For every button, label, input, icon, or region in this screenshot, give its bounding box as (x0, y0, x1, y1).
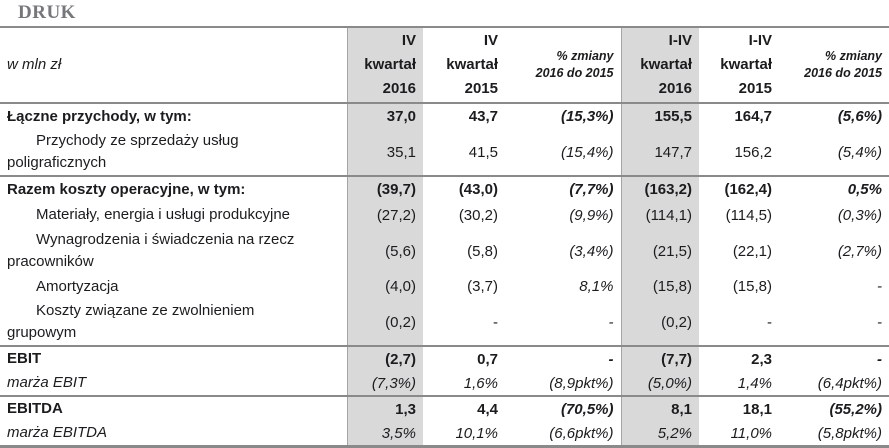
value-cell: 11,0% (730, 424, 772, 442)
value-cell: (3,4%) (569, 242, 614, 260)
value-cell: (114,5) (725, 206, 772, 224)
value-cell: (0,2) (346, 299, 423, 346)
financial-table: w mln zł IV kwartał 2016 IV kwartał 2015… (0, 26, 889, 448)
value-cell: - (493, 313, 498, 331)
value-cell: 1,3 (346, 396, 423, 421)
value-cell: 5,2% (620, 421, 699, 447)
value-cell: (114,1) (620, 202, 699, 228)
value-cell: (6,4pkt%) (817, 374, 882, 392)
value-cell: 10,1% (455, 424, 498, 442)
value-cell: (5,8pkt%) (817, 424, 882, 442)
value-cell: 8,1 (620, 396, 699, 421)
table-row-ebitda-margin: marża EBITDA 3,5% 10,1% (6,6pkt%) 5,2% 1… (0, 421, 889, 447)
col-header-ytd-2016: I-IV kwartał 2016 (620, 27, 699, 103)
value-cell: (2,7%) (837, 242, 882, 260)
value-cell: (15,4%) (560, 143, 614, 161)
row-label: marża EBIT (7, 374, 87, 391)
table-row-total-revenue: Łączne przychody, w tym: 37,0 43,7 (15,3… (0, 103, 889, 129)
value-cell: 156,2 (734, 143, 772, 161)
table-row-ebitda: EBITDA 1,3 4,4 (70,5%) 8,1 18,1 (55,2%) (0, 396, 889, 421)
value-cell: - (767, 313, 772, 331)
value-cell: 43,7 (468, 108, 498, 125)
value-cell: - (877, 278, 882, 295)
value-cell: (2,7) (346, 346, 423, 371)
value-cell: (8,9pkt%) (549, 374, 614, 392)
row-label: Łączne przychody, w tym: (7, 107, 192, 125)
value-cell: 0,7 (477, 350, 498, 368)
value-cell: (27,2) (346, 202, 423, 228)
table-row-amortization: Amortyzacja (4,0) (3,7) 8,1% (15,8) (15,… (0, 274, 889, 299)
value-cell: (30,2) (458, 206, 498, 224)
value-cell: 147,7 (620, 129, 699, 176)
table-row-print-services-revenue: Przychody ze sprzedaży usług poligraficz… (0, 129, 889, 176)
value-cell: (7,7) (620, 346, 699, 371)
value-cell: (5,0%) (620, 371, 699, 396)
value-cell: - (608, 350, 614, 368)
value-cell: (15,8) (732, 278, 772, 295)
value-cell: (21,5) (620, 228, 699, 274)
value-cell: 164,7 (734, 108, 772, 125)
row-label: Materiały, energia i usługi produkcyjne (36, 206, 291, 223)
col-header-change-q4: % zmiany 2016 do 2015 (535, 49, 614, 80)
value-cell: (5,6) (346, 228, 423, 274)
value-cell: (7,7%) (569, 181, 614, 198)
header-row: w mln zł IV kwartał 2016 IV kwartał 2015… (0, 27, 889, 103)
value-cell: 4,4 (477, 400, 498, 418)
table-row-salaries-benefits: Wynagrodzenia i świadczenia na rzecz pra… (0, 228, 889, 274)
value-cell: 41,5 (468, 143, 498, 161)
col-header-ytd-2015: I-IV kwartał 2015 (720, 32, 772, 97)
value-cell: 3,5% (346, 421, 423, 447)
value-cell: 155,5 (620, 103, 699, 129)
value-cell: (163,2) (620, 176, 699, 202)
value-cell: 8,1% (579, 278, 614, 295)
table-row-group-layoff-costs: Koszty związane ze zwolnieniem grupowym … (0, 299, 889, 346)
col-header-q4-2016: IV kwartał 2016 (346, 27, 423, 103)
value-cell: (4,0) (346, 274, 423, 299)
row-label: Wynagrodzenia i świadczenia na rzecz pra… (7, 231, 295, 270)
value-cell: 1,6% (463, 374, 498, 392)
value-cell: - (877, 350, 882, 368)
col-header-change-ytd: % zmiany 2016 do 2015 (804, 49, 882, 80)
value-cell: (7,3%) (346, 371, 423, 396)
value-cell: 1,4% (737, 374, 772, 392)
value-cell: (43,0) (458, 181, 498, 198)
row-label: EBIT (7, 350, 42, 367)
value-cell: (15,8) (620, 274, 699, 299)
row-label: EBITDA (7, 400, 63, 417)
value-cell: (22,1) (732, 242, 772, 260)
value-cell: 0,5% (847, 181, 882, 198)
value-cell: 35,1 (346, 129, 423, 176)
page-title: DRUK (18, 2, 76, 23)
value-cell: (9,9%) (569, 206, 614, 224)
row-label: Przychody ze sprzedaży usług poligraficz… (7, 132, 239, 171)
value-cell: (5,4%) (837, 143, 882, 161)
table-row-ebit-margin: marża EBIT (7,3%) 1,6% (8,9pkt%) (5,0%) … (0, 371, 889, 396)
value-cell: 2,3 (751, 350, 772, 368)
value-cell: (0,3%) (837, 206, 882, 224)
row-label: Razem koszty operacyjne, w tym: (7, 180, 246, 198)
unit-label: w mln zł (7, 56, 62, 73)
value-cell: (5,6%) (837, 108, 882, 125)
value-cell: (162,4) (724, 181, 772, 198)
row-label: Amortyzacja (36, 277, 119, 295)
value-cell: (0,2) (620, 299, 699, 346)
value-cell: (5,8) (467, 242, 498, 260)
value-cell: 37,0 (346, 103, 423, 129)
value-cell: - (608, 313, 614, 331)
value-cell: (15,3%) (560, 108, 614, 125)
value-cell: (6,6pkt%) (549, 424, 614, 442)
row-label: Koszty związane ze zwolnieniem grupowym (7, 302, 255, 341)
value-cell: (55,2%) (829, 400, 882, 418)
value-cell: - (877, 313, 882, 331)
value-cell: (3,7) (467, 278, 498, 295)
table-row-ebit: EBIT (2,7) 0,7 - (7,7) 2,3 - (0, 346, 889, 371)
table-row-total-operating-costs: Razem koszty operacyjne, w tym: (39,7) (… (0, 176, 889, 202)
value-cell: (70,5%) (560, 400, 614, 418)
value-cell: (39,7) (346, 176, 423, 202)
table-row-materials-energy: Materiały, energia i usługi produkcyjne … (0, 202, 889, 228)
col-header-q4-2015: IV kwartał 2015 (446, 32, 498, 97)
value-cell: 18,1 (742, 400, 772, 418)
row-label: marża EBITDA (7, 424, 108, 441)
